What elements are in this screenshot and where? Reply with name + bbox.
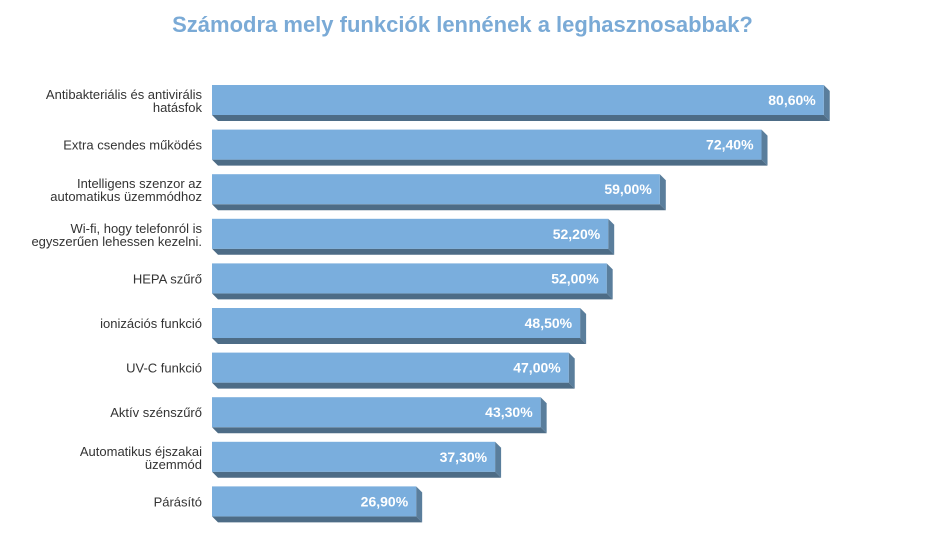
category-label-4: HEPA szűrő — [133, 271, 202, 286]
value-label-9: 26,90% — [361, 493, 409, 509]
bar-side-4 — [606, 263, 613, 300]
bar-bottom-0 — [212, 115, 830, 121]
bar-9 — [212, 486, 417, 517]
bar-bottom-3 — [212, 248, 615, 255]
bar-side-3 — [608, 218, 615, 255]
value-label-7: 43,30% — [485, 404, 533, 420]
bar-6 — [212, 352, 569, 383]
bar-3 — [212, 218, 609, 249]
bar-2 — [212, 174, 660, 205]
bar-bottom-7 — [212, 427, 547, 434]
bar-bottom-2 — [212, 204, 666, 211]
bar-side-7 — [540, 397, 547, 434]
bar-side-0 — [823, 85, 830, 121]
category-label-3: Wi-fi, hogy telefonról is egyszerűen lehe… — [31, 221, 202, 249]
bar-side-2 — [659, 174, 666, 211]
category-label-6: UV-C funkció — [126, 361, 202, 376]
value-label-2: 59,00% — [604, 181, 652, 197]
value-label-1: 72,40% — [706, 137, 754, 153]
bar-4 — [212, 263, 607, 294]
value-label-8: 37,30% — [440, 449, 488, 465]
value-label-0: 80,60% — [768, 92, 816, 108]
bar-bottom-4 — [212, 293, 613, 300]
bar-8 — [212, 441, 496, 472]
bar-side-6 — [568, 352, 575, 389]
bar-bottom-1 — [212, 159, 768, 166]
category-label-2: Intelligens szenzor az automatikus üzemmó… — [50, 176, 202, 204]
bar-bottom-8 — [212, 471, 502, 478]
bar-side-1 — [761, 129, 768, 166]
value-label-6: 47,00% — [513, 360, 561, 376]
bar-side-5 — [580, 308, 587, 344]
bar-bottom-9 — [212, 516, 423, 523]
bar-0 — [212, 85, 824, 115]
value-label-3: 52,20% — [553, 226, 601, 242]
bar-bottom-5 — [212, 338, 587, 344]
category-label-8: Automatikus éjszakai üzemmód — [80, 444, 202, 472]
category-label-1: Extra csendes működés — [63, 138, 202, 153]
category-label-0: Antibakteriális és antivirális hatásfok — [46, 87, 203, 115]
category-label-5: ionizációs funkció — [100, 316, 202, 331]
category-label-9: Párásító — [154, 494, 202, 509]
category-label-7: Aktív szénszűrő — [110, 405, 202, 420]
bar-bottom-6 — [212, 382, 575, 389]
value-label-5: 48,50% — [525, 315, 573, 331]
value-label-4: 52,00% — [551, 270, 599, 286]
chart-title: Számodra mely funkciók lennének a leghas… — [172, 12, 753, 37]
bar-1 — [212, 129, 762, 160]
bar-5 — [212, 308, 581, 338]
bar-side-9 — [416, 486, 423, 523]
bar-side-8 — [495, 441, 502, 478]
bar-7 — [212, 397, 541, 428]
